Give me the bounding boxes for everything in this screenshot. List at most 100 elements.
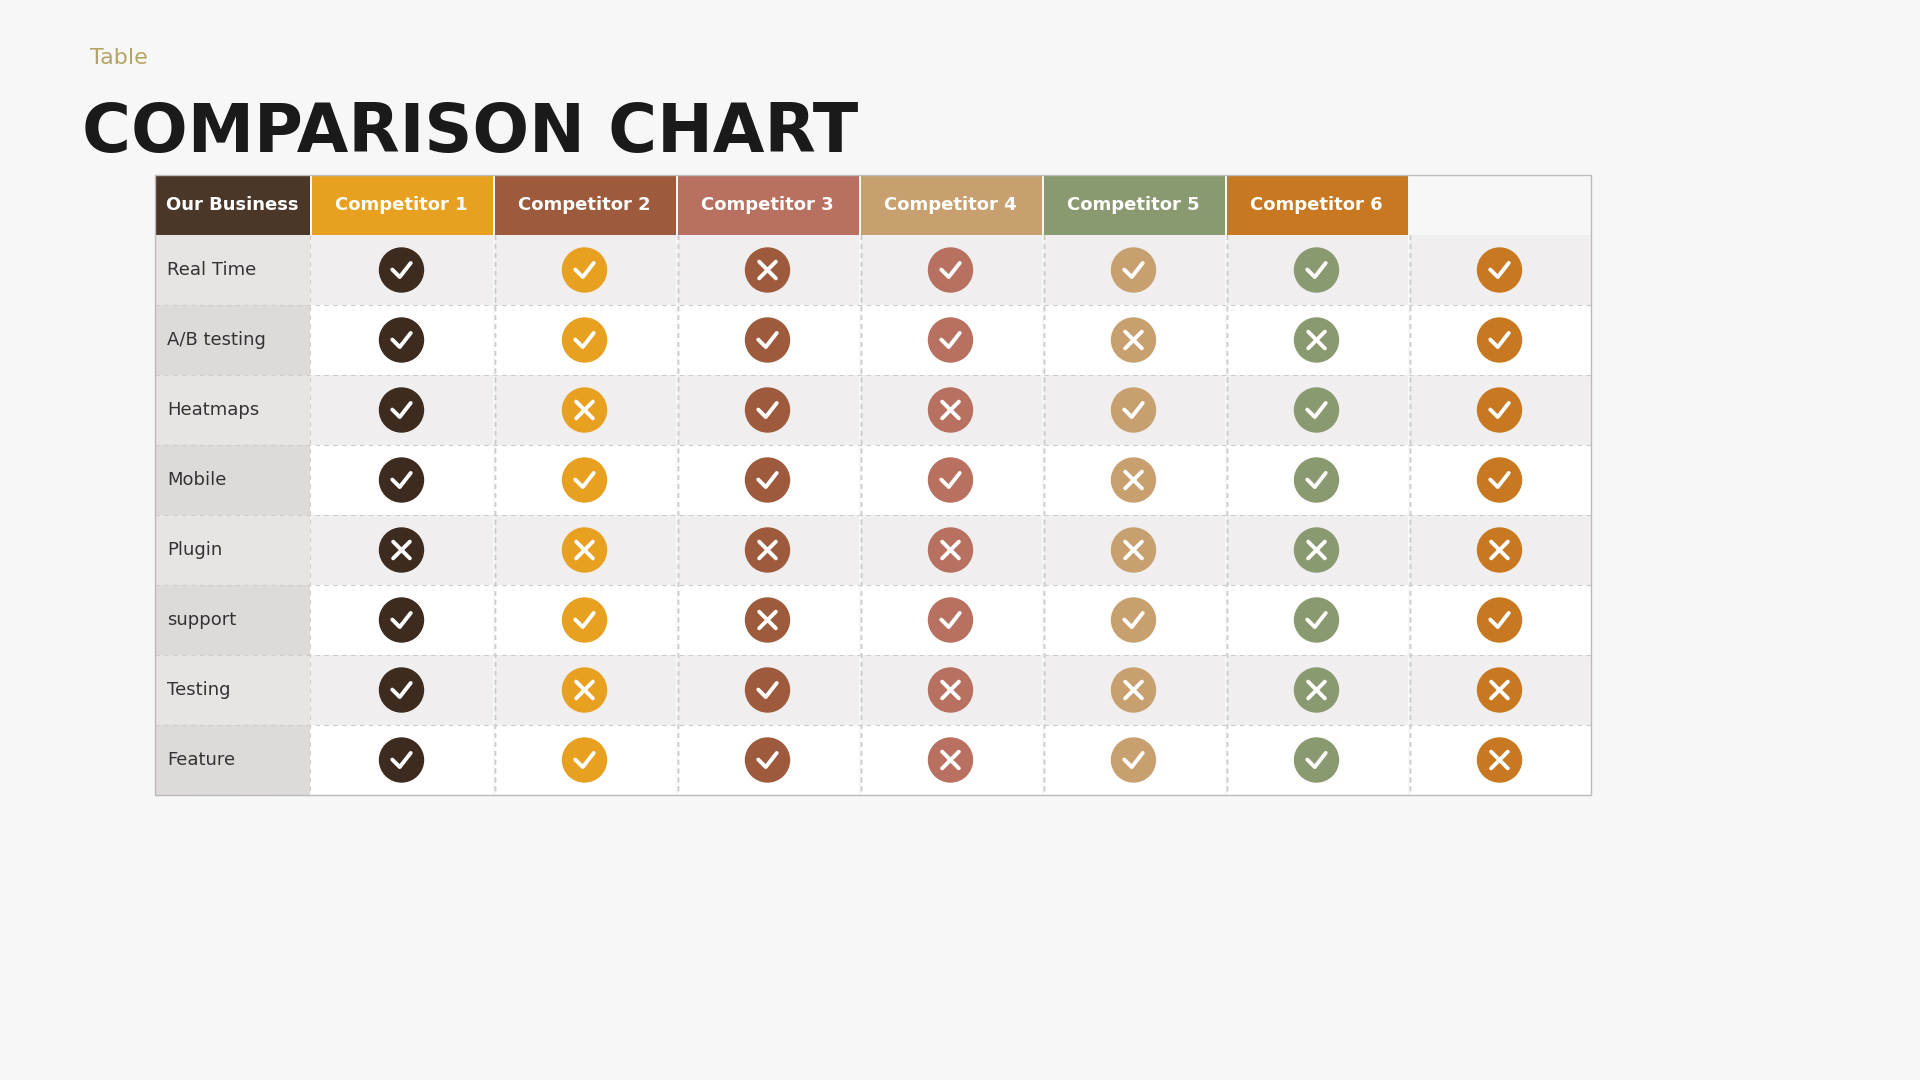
Circle shape bbox=[380, 248, 424, 292]
FancyBboxPatch shape bbox=[1409, 375, 1592, 445]
FancyBboxPatch shape bbox=[678, 175, 858, 235]
FancyBboxPatch shape bbox=[860, 175, 1043, 235]
Circle shape bbox=[1294, 598, 1338, 642]
FancyBboxPatch shape bbox=[309, 305, 493, 375]
FancyBboxPatch shape bbox=[860, 235, 1043, 305]
FancyBboxPatch shape bbox=[156, 585, 309, 654]
Circle shape bbox=[563, 318, 607, 362]
FancyBboxPatch shape bbox=[309, 585, 493, 654]
Circle shape bbox=[1294, 318, 1338, 362]
FancyBboxPatch shape bbox=[1044, 445, 1225, 515]
Circle shape bbox=[1478, 248, 1521, 292]
Circle shape bbox=[1112, 458, 1156, 502]
Circle shape bbox=[380, 738, 424, 782]
Circle shape bbox=[745, 669, 789, 712]
Circle shape bbox=[929, 248, 973, 292]
FancyBboxPatch shape bbox=[156, 515, 309, 585]
FancyBboxPatch shape bbox=[678, 654, 858, 725]
FancyBboxPatch shape bbox=[156, 235, 309, 305]
FancyBboxPatch shape bbox=[1044, 515, 1225, 585]
FancyBboxPatch shape bbox=[1227, 235, 1407, 305]
FancyBboxPatch shape bbox=[311, 175, 493, 235]
FancyBboxPatch shape bbox=[495, 305, 676, 375]
FancyBboxPatch shape bbox=[1409, 654, 1592, 725]
Circle shape bbox=[1478, 738, 1521, 782]
FancyBboxPatch shape bbox=[309, 445, 493, 515]
Text: Competitor 4: Competitor 4 bbox=[885, 195, 1018, 214]
FancyBboxPatch shape bbox=[156, 175, 309, 235]
Circle shape bbox=[1112, 528, 1156, 572]
Circle shape bbox=[1112, 388, 1156, 432]
Circle shape bbox=[1294, 528, 1338, 572]
Circle shape bbox=[745, 738, 789, 782]
Text: Competitor 2: Competitor 2 bbox=[518, 195, 651, 214]
Circle shape bbox=[1294, 388, 1338, 432]
Circle shape bbox=[563, 388, 607, 432]
FancyBboxPatch shape bbox=[678, 445, 858, 515]
FancyBboxPatch shape bbox=[1227, 375, 1407, 445]
Circle shape bbox=[1112, 669, 1156, 712]
Text: Heatmaps: Heatmaps bbox=[167, 401, 259, 419]
Circle shape bbox=[563, 458, 607, 502]
FancyBboxPatch shape bbox=[1227, 445, 1407, 515]
Circle shape bbox=[1112, 248, 1156, 292]
FancyBboxPatch shape bbox=[1044, 235, 1225, 305]
Circle shape bbox=[380, 388, 424, 432]
Circle shape bbox=[1478, 318, 1521, 362]
FancyBboxPatch shape bbox=[309, 725, 493, 795]
Circle shape bbox=[745, 388, 789, 432]
FancyBboxPatch shape bbox=[156, 375, 309, 445]
FancyBboxPatch shape bbox=[1044, 305, 1225, 375]
Circle shape bbox=[1478, 598, 1521, 642]
Text: Competitor 1: Competitor 1 bbox=[336, 195, 468, 214]
Circle shape bbox=[1112, 318, 1156, 362]
FancyBboxPatch shape bbox=[678, 375, 858, 445]
FancyBboxPatch shape bbox=[1227, 654, 1407, 725]
Circle shape bbox=[745, 598, 789, 642]
Circle shape bbox=[1294, 669, 1338, 712]
FancyBboxPatch shape bbox=[495, 725, 676, 795]
Text: Real Time: Real Time bbox=[167, 261, 255, 279]
Circle shape bbox=[929, 318, 973, 362]
Text: A/B testing: A/B testing bbox=[167, 330, 265, 349]
Circle shape bbox=[929, 528, 973, 572]
Text: Competitor 3: Competitor 3 bbox=[701, 195, 833, 214]
FancyBboxPatch shape bbox=[678, 585, 858, 654]
Circle shape bbox=[1478, 528, 1521, 572]
Circle shape bbox=[563, 248, 607, 292]
FancyBboxPatch shape bbox=[678, 515, 858, 585]
Text: Our Business: Our Business bbox=[167, 195, 300, 214]
FancyBboxPatch shape bbox=[156, 305, 309, 375]
Circle shape bbox=[563, 738, 607, 782]
Circle shape bbox=[1294, 248, 1338, 292]
Circle shape bbox=[745, 318, 789, 362]
Circle shape bbox=[380, 598, 424, 642]
FancyBboxPatch shape bbox=[495, 175, 676, 235]
FancyBboxPatch shape bbox=[1044, 585, 1225, 654]
Text: support: support bbox=[167, 611, 236, 629]
FancyBboxPatch shape bbox=[1227, 305, 1407, 375]
Circle shape bbox=[1478, 458, 1521, 502]
FancyBboxPatch shape bbox=[1227, 515, 1407, 585]
FancyBboxPatch shape bbox=[156, 654, 309, 725]
Text: Mobile: Mobile bbox=[167, 471, 227, 489]
FancyBboxPatch shape bbox=[860, 654, 1043, 725]
Circle shape bbox=[929, 669, 973, 712]
Circle shape bbox=[380, 669, 424, 712]
Text: Testing: Testing bbox=[167, 681, 230, 699]
FancyBboxPatch shape bbox=[1409, 585, 1592, 654]
Circle shape bbox=[380, 528, 424, 572]
Circle shape bbox=[929, 388, 973, 432]
FancyBboxPatch shape bbox=[309, 515, 493, 585]
FancyBboxPatch shape bbox=[1409, 305, 1592, 375]
FancyBboxPatch shape bbox=[1409, 725, 1592, 795]
FancyBboxPatch shape bbox=[860, 445, 1043, 515]
FancyBboxPatch shape bbox=[1044, 175, 1225, 235]
FancyBboxPatch shape bbox=[1044, 654, 1225, 725]
FancyBboxPatch shape bbox=[678, 305, 858, 375]
Circle shape bbox=[745, 528, 789, 572]
FancyBboxPatch shape bbox=[860, 585, 1043, 654]
Circle shape bbox=[929, 738, 973, 782]
FancyBboxPatch shape bbox=[495, 585, 676, 654]
Text: Competitor 5: Competitor 5 bbox=[1068, 195, 1200, 214]
